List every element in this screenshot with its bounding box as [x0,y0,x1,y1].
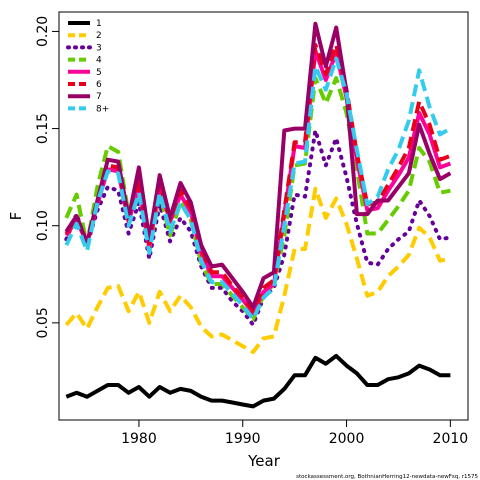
legend-label-2: 2 [96,31,102,41]
series-line-2 [64,186,451,354]
x-tick-label: 2010 [433,431,469,447]
series-line-8plus [64,56,452,321]
axis-layer: 1980 1990 2000 2010 0.05 0.10 0.15 0.20 [35,16,468,447]
y-tick-label: 0.05 [35,307,51,338]
y-tick-label: 0.20 [35,16,51,47]
series-line-6 [64,43,452,314]
legend-label-6: 6 [96,80,102,90]
y-tick-label: 0.15 [35,113,51,144]
series-line-1 [65,353,451,409]
y-tick-label: 0.10 [35,210,51,241]
x-tick-label: 2000 [329,431,365,447]
x-tick-label: 1990 [225,431,261,447]
series-layer [64,21,453,409]
x-tick-label: 1980 [121,431,157,447]
watermark-text: stockassessment.org, BothnianHerring12-n… [296,474,478,480]
legend-label-3: 3 [96,43,102,53]
y-axis-label: F [7,212,25,221]
series-line-7 [64,21,452,310]
legend: 1 2 3 4 5 6 7 8+ [66,19,109,114]
legend-label-5: 5 [96,68,102,78]
legend-label-8plus: 8+ [96,104,109,114]
x-axis-label: Year [247,452,281,470]
legend-label-7: 7 [96,92,102,102]
legend-label-1: 1 [96,19,102,29]
legend-label-4: 4 [96,56,102,66]
plot-frame [58,11,469,421]
